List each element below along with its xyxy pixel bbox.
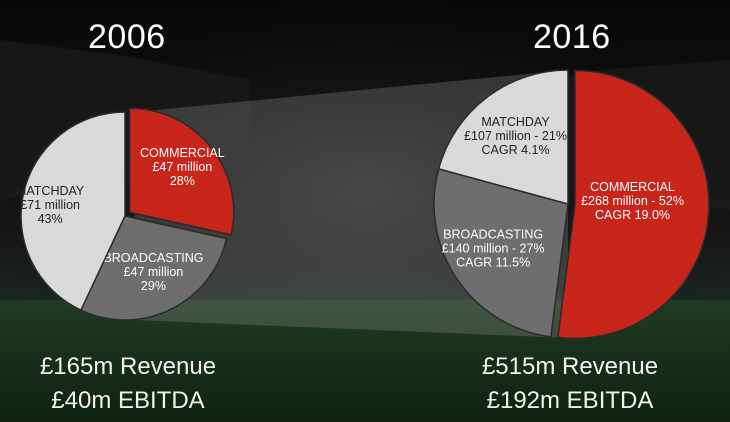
slice-extra-2006-broadcasting: 29% [141,279,166,293]
slice-extra-2016-commercial: CAGR 19.0% [595,208,670,222]
ebitda-2016: £192m EBITDA [470,384,670,418]
slice-value-text-2006-matchday: £71 million [20,198,80,212]
slice-label-2016-broadcasting: BROADCASTING [443,228,543,242]
footer-2006: £165m Revenue £40m EBITDA [28,350,228,418]
slice-extra-2006-commercial: 28% [170,174,195,188]
slice-extra-2006-matchday: 43% [38,212,63,226]
chart-title-2016: 2016 [533,18,611,57]
slice-label-2016-matchday: MATCHDAY [481,115,550,129]
footer-2016: £515m Revenue £192m EBITDA [470,350,670,418]
revenue-2016: £515m Revenue [470,350,670,384]
slice-value-text-2016-matchday: £107 million - 21% [464,129,567,143]
slice-extra-2016-matchday: CAGR 4.1% [481,143,549,157]
revenue-2006: £165m Revenue [28,350,228,384]
slice-value-text-2016-broadcasting: £140 million - 27% [442,242,545,256]
ebitda-2006: £40m EBITDA [28,384,228,418]
slice-label-2006-broadcasting: BROADCASTING [103,251,203,265]
slice-value-text-2006-broadcasting: £47 million [124,265,184,279]
slice-label-2006-commercial: COMMERCIAL [140,146,225,160]
slice-label-2016-commercial: COMMERCIAL [590,180,675,194]
chart-title-2006: 2006 [88,18,166,57]
slice-extra-2016-broadcasting: CAGR 11.5% [456,256,530,270]
slice-label-2006-matchday: MATCHDAY [16,184,85,198]
slice-value-text-2006-commercial: £47 million [152,160,212,174]
slice-value-text-2016-commercial: £268 million - 52% [581,194,684,208]
